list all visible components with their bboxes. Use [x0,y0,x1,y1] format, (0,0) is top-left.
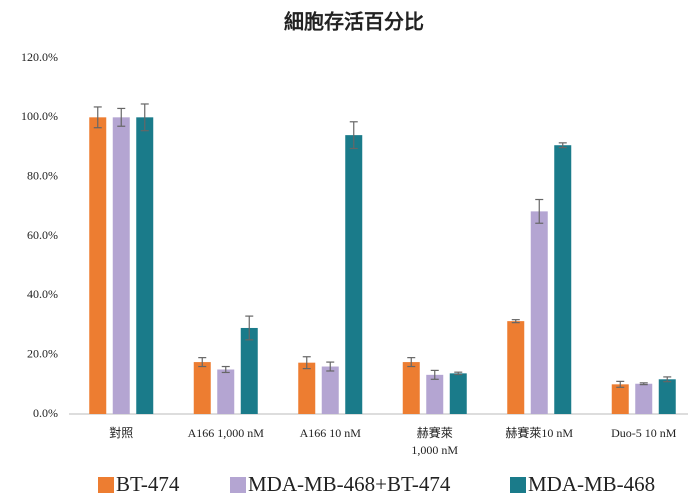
error-bar [511,319,520,324]
bar [426,374,444,414]
error-bar [535,198,544,224]
bar [321,366,339,414]
x-tick-label: 赫賽萊10 nM [505,425,573,440]
error-bar [407,357,416,368]
bar [635,383,653,414]
legend-swatch [510,477,526,493]
error-bar [326,361,335,372]
error-bar [117,107,126,127]
bar [530,211,548,414]
bar [507,321,525,414]
bar [449,373,467,414]
bar [298,362,316,414]
legend-swatch [230,477,246,493]
y-tick-label: 40.0% [27,287,58,301]
legend-label: BT-474 [116,472,180,495]
y-tick-label: 20.0% [27,346,58,360]
bar [402,362,420,414]
bar [658,379,676,414]
error-bar [616,380,625,388]
error-bar [198,357,207,368]
bar [89,117,107,414]
bar [611,384,629,414]
bar [193,362,211,414]
error-bar [349,121,358,150]
bar [136,117,154,414]
x-tick-label: 對照 [109,426,133,440]
legend-swatch [98,477,114,493]
x-tick-label: A166 1,000 nM [188,426,265,440]
x-tick-label: Duo-5 10 nM [611,426,677,440]
chart-title: 細胞存活百分比 [284,10,424,34]
error-bar [302,356,311,370]
bar [217,369,235,414]
bar [240,327,258,414]
bar [554,145,572,414]
error-bar [454,371,463,376]
x-tick-label: A166 10 nM [300,426,362,440]
error-bar [245,315,254,341]
legend-label: MDA-MB-468+BT-474 [248,472,451,495]
y-tick-label: 0.0% [33,406,58,420]
y-tick-label: 60.0% [27,228,58,242]
y-tick-label: 80.0% [27,168,58,182]
error-bar [663,376,672,383]
error-bar [140,103,149,132]
x-tick-label: 赫賽萊 1,000 nM [411,425,458,457]
legend-label: MDA-MB-468 [528,472,655,495]
error-bar [639,382,648,386]
y-tick-label: 120.0% [21,50,58,64]
error-bar [221,365,230,374]
bar [112,117,130,414]
error-bar [558,142,567,149]
y-tick-label: 100.0% [21,109,58,123]
bar [345,135,363,414]
error-bar [93,106,102,129]
error-bar [430,369,439,380]
